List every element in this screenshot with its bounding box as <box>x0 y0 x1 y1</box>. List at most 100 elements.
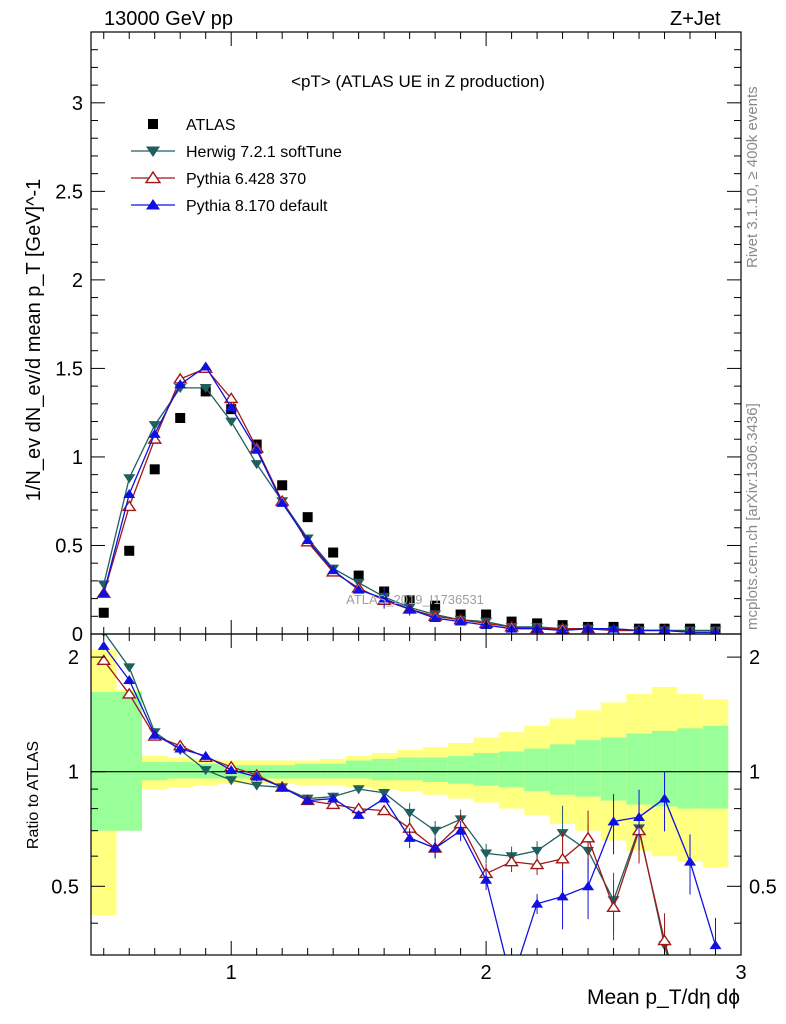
band-green <box>320 763 346 779</box>
legend-label: Pythia 8.170 default <box>186 198 328 215</box>
data-point <box>480 849 493 859</box>
data-point <box>146 146 160 157</box>
data-point <box>429 826 442 836</box>
data-point <box>174 379 187 389</box>
data-point <box>277 480 288 491</box>
band-green <box>422 757 448 782</box>
data-point <box>378 593 391 603</box>
data-point <box>684 856 697 866</box>
y-tick-label: 0 <box>72 624 83 646</box>
data-point <box>378 793 391 803</box>
data-point <box>504 855 519 867</box>
data-point <box>250 771 263 781</box>
band-green <box>575 740 601 797</box>
data-point <box>121 687 137 699</box>
data-point <box>123 489 136 499</box>
watermark: ATLAS_2019_I1736531 <box>346 592 484 607</box>
y-axis-label: 1/N_ev dN_ev/d mean p_T [GeV]^-1 <box>23 179 45 502</box>
axes: 1 2 3 0 0.5 1 1.5 2 2.5 3 0.5 0.5 1 1 2 2 <box>51 31 777 984</box>
data-point <box>123 675 136 685</box>
ratio-tick-label: 0.5 <box>51 876 79 898</box>
data-point <box>148 428 161 438</box>
band-green <box>116 691 142 831</box>
data-point <box>481 609 492 620</box>
data-point <box>97 588 110 598</box>
data-point <box>633 811 646 821</box>
data-point <box>302 512 313 523</box>
data-point <box>124 545 135 556</box>
data-point <box>250 781 263 791</box>
data-point <box>199 361 212 371</box>
data-point <box>148 119 158 129</box>
ratio-frame <box>90 633 742 956</box>
data-point <box>327 793 340 803</box>
data-point <box>149 464 160 475</box>
data-point <box>301 535 314 545</box>
data-point <box>352 809 365 819</box>
data-point <box>531 898 544 908</box>
data-point <box>506 977 518 986</box>
data-point <box>582 881 595 891</box>
data-point <box>556 891 569 901</box>
x-tick-label: 1 <box>226 962 237 984</box>
data-point <box>123 474 136 484</box>
data-point <box>657 934 672 946</box>
data-point <box>123 663 136 673</box>
data-point <box>658 793 671 803</box>
data-point <box>199 383 212 393</box>
y-tick-label: 1.5 <box>55 358 83 380</box>
data-point <box>325 798 341 810</box>
band-green <box>498 751 525 788</box>
data-point <box>250 444 263 454</box>
data-point <box>352 584 365 594</box>
data-point <box>199 750 212 760</box>
chart-title: <pT> (ATLAS UE in Z production) <box>291 72 545 91</box>
band-green <box>702 725 729 809</box>
data-point <box>174 743 187 753</box>
data-point <box>328 547 339 558</box>
data-point <box>276 782 289 792</box>
ratio-tick-label: 2 <box>749 647 760 669</box>
band-green <box>524 748 550 791</box>
data-point <box>98 607 109 618</box>
data-point <box>148 729 161 739</box>
ratio-tick-label: 2 <box>68 647 79 669</box>
header-right: Z+Jet <box>670 8 721 30</box>
data-point <box>580 831 596 843</box>
band-green <box>345 760 372 779</box>
y-tick-label: 0.5 <box>55 535 83 557</box>
data-point <box>480 874 493 884</box>
band-green <box>447 755 474 784</box>
data-point <box>403 832 416 842</box>
legend: ATLAS Herwig 7.2.1 softTune Pythia 6.428 3… <box>131 117 342 215</box>
header-left: 13000 GeV pp <box>104 8 233 30</box>
data-point <box>301 795 314 805</box>
ratio-tick-label: 1 <box>68 762 79 784</box>
x-tick-label: 2 <box>481 962 492 984</box>
y-tick-label: 2.5 <box>55 181 83 203</box>
data-point <box>430 600 441 611</box>
data-point <box>175 412 186 423</box>
data-point <box>276 497 289 507</box>
data-point <box>555 852 570 864</box>
data-point <box>403 808 416 818</box>
x-axis-label: Mean p_T/dη dϕ <box>587 986 740 1009</box>
ratio-axis-label: Ratio to ATLAS <box>25 741 42 849</box>
data-point <box>403 604 416 614</box>
data-point <box>199 766 212 776</box>
data-point <box>607 816 620 826</box>
data-point <box>225 764 238 774</box>
band-green <box>396 757 423 781</box>
band-green <box>294 763 321 779</box>
data-point <box>327 565 340 575</box>
band-green <box>473 752 499 786</box>
data-point <box>97 640 110 650</box>
band-green <box>549 744 576 795</box>
x-tick-label: 3 <box>735 962 746 984</box>
band-green <box>91 691 117 831</box>
data-point <box>606 901 621 913</box>
data-point <box>404 595 415 606</box>
legend-label: Herwig 7.2.1 softTune <box>186 144 342 161</box>
data-point <box>429 612 442 622</box>
